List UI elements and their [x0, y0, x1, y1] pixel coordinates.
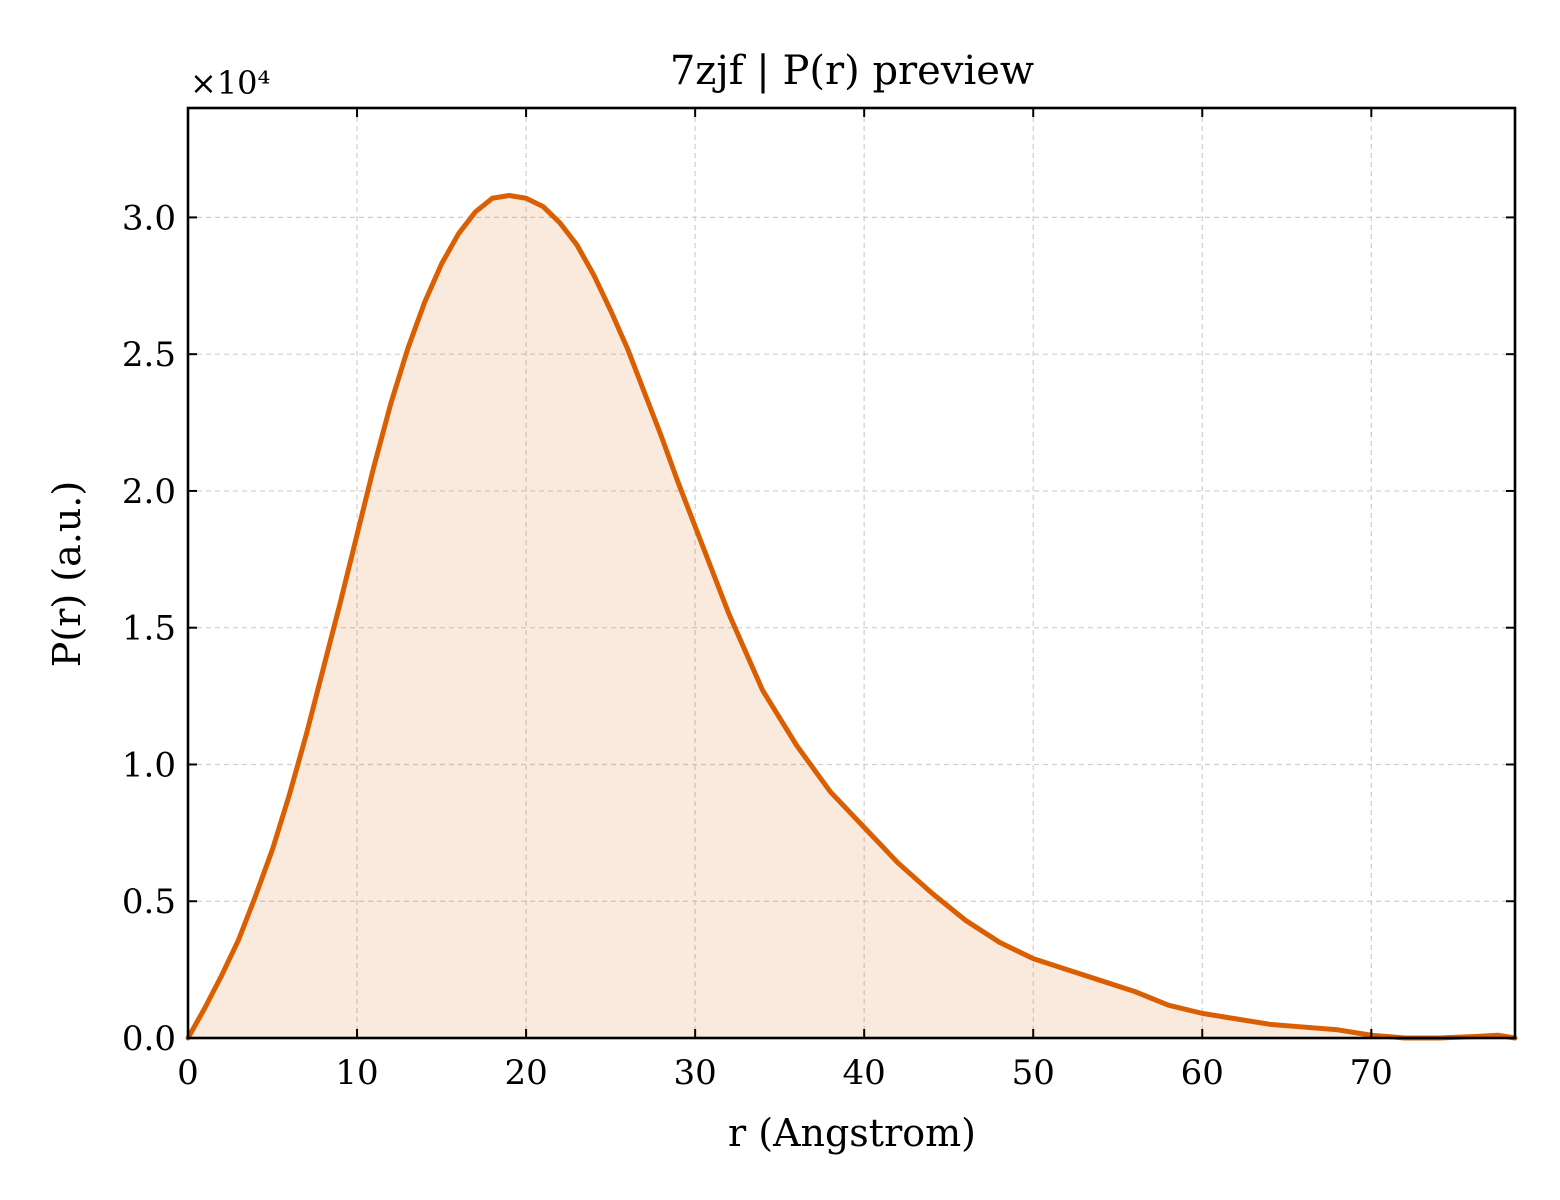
- y-tick-label: 1.5: [122, 609, 176, 649]
- x-axis-title: r (Angstrom): [728, 1111, 976, 1155]
- y-axis-title: P(r) (a.u.): [45, 481, 89, 667]
- x-tick-label: 50: [1012, 1053, 1055, 1093]
- grid: [188, 108, 1515, 1038]
- x-tick-label: 60: [1181, 1053, 1224, 1093]
- plot-area: [185, 193, 1518, 1041]
- series-area-fill: [188, 195, 1515, 1038]
- y-axis-multiplier: ×10⁴: [190, 64, 270, 102]
- chart-title: 7zjf | P(r) preview: [670, 48, 1034, 94]
- x-tick-label: 0: [177, 1053, 199, 1093]
- y-tick-label: 0.0: [122, 1019, 176, 1059]
- x-tick-label: 10: [335, 1053, 378, 1093]
- x-tick-label: 30: [674, 1053, 717, 1093]
- y-tick-label: 3.0: [122, 198, 176, 238]
- x-tick-label: 40: [843, 1053, 886, 1093]
- y-tick-label: 1.0: [122, 745, 176, 785]
- x-tick-label: 70: [1350, 1053, 1393, 1093]
- axes: 0 10 20 30 40 50 60 70 0.0 0.5 1.0 1.5 2.0 2.5 3.0: [122, 106, 1517, 1093]
- y-tick-label: 2.0: [122, 472, 176, 512]
- y-tick-label: 0.5: [122, 882, 176, 922]
- x-tick-label: 20: [504, 1053, 547, 1093]
- axes-frame: [186, 106, 1517, 1040]
- series-line: [185, 193, 1518, 1041]
- y-tick-label: 2.5: [122, 335, 176, 375]
